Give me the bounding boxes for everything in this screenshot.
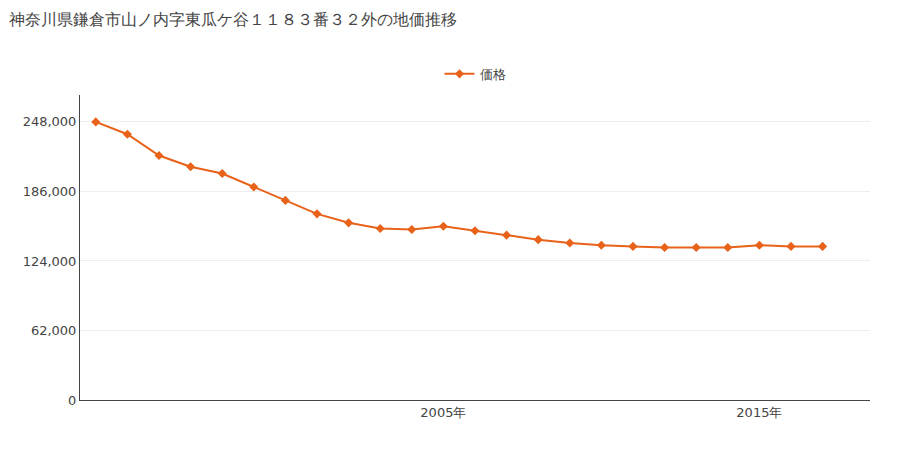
svg-text:0: 0 — [68, 393, 76, 408]
svg-text:124,000: 124,000 — [23, 254, 77, 269]
svg-text:価格: 価格 — [480, 67, 506, 82]
svg-text:248,000: 248,000 — [23, 114, 77, 129]
svg-text:2015年: 2015年 — [736, 405, 782, 420]
svg-text:62,000: 62,000 — [31, 323, 77, 338]
svg-text:186,000: 186,000 — [23, 184, 77, 199]
svg-text:2005年: 2005年 — [420, 405, 466, 420]
svg-text:神奈川県鎌倉市山ノ内字東瓜ケ谷１１８３番３２外の地価推移: 神奈川県鎌倉市山ノ内字東瓜ケ谷１１８３番３２外の地価推移 — [9, 10, 457, 29]
